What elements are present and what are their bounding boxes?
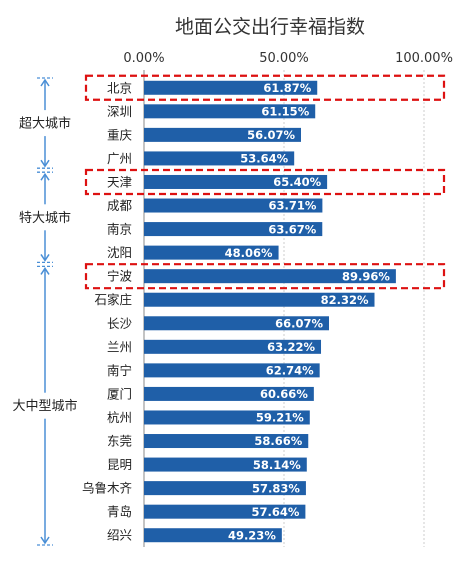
bar <box>144 457 307 472</box>
category-label: 南京 <box>107 222 132 237</box>
bar <box>144 339 322 354</box>
category-label: 宁波 <box>107 269 133 284</box>
category-label: 绍兴 <box>107 528 132 543</box>
group-label: 特大城市 <box>19 210 71 226</box>
bar <box>144 104 316 119</box>
x-tick-label: 100.00% <box>395 51 453 66</box>
bar <box>144 222 323 237</box>
category-label: 昆明 <box>107 457 132 472</box>
bar <box>144 80 318 95</box>
data-label: 61.87% <box>263 81 311 95</box>
bar <box>144 151 295 166</box>
bar <box>144 292 375 307</box>
highlight-boxes <box>84 74 446 290</box>
bar <box>144 434 309 449</box>
x-tick-label: 0.00% <box>123 51 164 66</box>
category-label: 兰州 <box>107 339 132 354</box>
category-label: 东莞 <box>107 434 132 449</box>
data-label: 66.07% <box>275 316 323 330</box>
category-label: 南宁 <box>107 363 132 378</box>
data-label: 49.23% <box>228 528 276 542</box>
data-label: 58.14% <box>253 458 301 472</box>
bar <box>144 504 306 519</box>
group-label: 超大城市 <box>19 116 71 132</box>
category-label: 深圳 <box>107 104 132 119</box>
data-label: 62.74% <box>266 364 314 378</box>
category-label: 成都 <box>107 198 133 213</box>
arrow-down-icon <box>40 159 50 168</box>
category-label: 天津 <box>107 174 132 189</box>
highlight-box <box>84 263 446 290</box>
category-label: 广州 <box>107 151 132 166</box>
data-label: 53.64% <box>240 152 288 166</box>
arrow-down-icon <box>40 536 50 545</box>
bar <box>144 127 301 142</box>
x-axis: 0.00% 50.00% 100.00% <box>123 51 453 66</box>
value-labels: 61.87% 61.15% 56.07% 53.64% 65.40% 63.71% 63.6… <box>225 81 391 542</box>
data-label: 60.66% <box>260 387 308 401</box>
data-label: 65.40% <box>273 175 321 189</box>
data-label: 56.07% <box>247 128 295 142</box>
data-label: 48.06% <box>225 246 273 260</box>
data-label: 89.96% <box>342 269 390 283</box>
bar <box>144 481 306 496</box>
bars <box>144 80 396 543</box>
y-axis: 北京深圳重庆广州天津成都南京沈阳宁波石家庄长沙兰州南宁厦门杭州东莞昆明乌鲁木齐青… <box>82 80 133 542</box>
data-label: 57.64% <box>251 505 299 519</box>
data-label: 58.66% <box>254 434 302 448</box>
bar <box>144 245 279 260</box>
arrow-up-icon <box>40 267 50 275</box>
category-label: 长沙 <box>107 316 133 331</box>
category-label: 石家庄 <box>94 292 132 307</box>
group-label-bg <box>4 394 88 417</box>
category-label: 北京 <box>107 80 132 95</box>
category-label: 厦门 <box>107 386 132 401</box>
highlight-box <box>84 168 446 196</box>
bar <box>144 269 396 284</box>
data-label: 63.71% <box>268 199 316 213</box>
group-label-bg <box>4 206 88 229</box>
data-label: 57.83% <box>252 481 300 495</box>
category-label: 乌鲁木齐 <box>82 481 133 496</box>
category-label: 青岛 <box>107 504 132 519</box>
category-label: 重庆 <box>107 127 133 142</box>
category-label: 杭州 <box>107 410 132 425</box>
group-label: 大中型城市 <box>12 398 77 414</box>
group-label-bg <box>4 112 88 135</box>
arrow-down-icon <box>40 253 50 262</box>
data-label: 63.22% <box>267 340 315 354</box>
data-label: 61.15% <box>261 105 309 119</box>
bar <box>144 174 328 189</box>
bar <box>144 198 323 213</box>
bar <box>144 363 320 378</box>
bar <box>144 386 314 401</box>
arrow-up-icon <box>40 78 50 87</box>
data-label: 63.67% <box>268 222 316 236</box>
bar <box>144 316 329 331</box>
x-tick-label: 50.00% <box>259 51 309 66</box>
category-label: 沈阳 <box>107 245 132 260</box>
data-label: 59.21% <box>256 411 304 425</box>
bar <box>144 410 310 425</box>
bar <box>144 528 282 543</box>
chart-title: 地面公交出行幸福指数 <box>175 16 365 38</box>
data-label: 82.32% <box>321 293 369 307</box>
highlight-box <box>84 74 446 101</box>
arrow-up-icon <box>40 172 50 181</box>
